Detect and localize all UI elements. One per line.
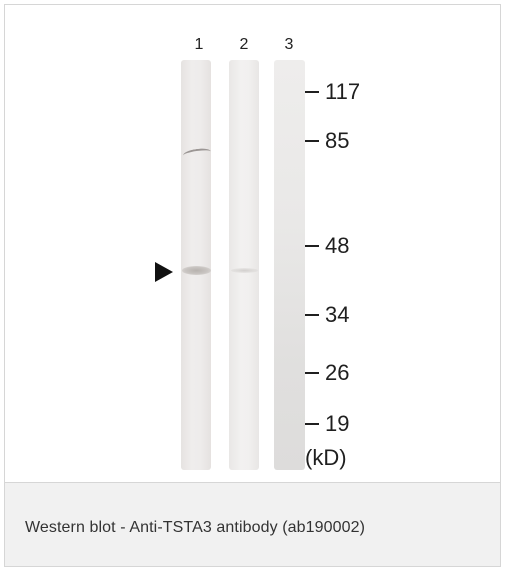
marker-label: 19 bbox=[325, 411, 350, 436]
caption-bar: Western blot - Anti-TSTA3 antibody (ab19… bbox=[5, 483, 500, 566]
marker-label: 34 bbox=[325, 302, 350, 327]
marker-85: 85 bbox=[305, 128, 349, 154]
western-blot-figure: 1 2 3 117 85 48 34 26 19 (kD) bbox=[5, 5, 500, 483]
marker-label: 85 bbox=[325, 128, 350, 153]
marker-label: 117 bbox=[325, 79, 361, 104]
lane-number-3: 3 bbox=[284, 36, 294, 53]
lane-number-1: 1 bbox=[194, 36, 204, 53]
blot-lane-1 bbox=[181, 60, 211, 470]
figure-card: 1 2 3 117 85 48 34 26 19 (kD) Western bl… bbox=[4, 4, 501, 567]
marker-tick bbox=[305, 372, 319, 375]
marker-tick bbox=[305, 423, 319, 426]
blot-lane-3 bbox=[274, 60, 305, 470]
marker-tick bbox=[305, 140, 319, 143]
marker-label: 26 bbox=[325, 360, 350, 385]
figure-caption: Western blot - Anti-TSTA3 antibody (ab19… bbox=[25, 519, 366, 536]
marker-26: 26 bbox=[305, 360, 349, 386]
marker-34: 34 bbox=[305, 302, 349, 328]
marker-tick bbox=[305, 314, 319, 317]
arrow-right-icon bbox=[155, 262, 173, 282]
unit-label: (kD) bbox=[305, 445, 347, 470]
marker-label: 48 bbox=[325, 233, 350, 258]
marker-117: 117 bbox=[305, 79, 360, 105]
band-lane-2-target bbox=[231, 268, 258, 273]
marker-tick bbox=[305, 91, 319, 94]
marker-48: 48 bbox=[305, 233, 349, 259]
band-lane-1-target bbox=[182, 266, 211, 275]
lane-number-2: 2 bbox=[239, 36, 249, 53]
blot-lane-2 bbox=[229, 60, 259, 470]
marker-19: 19 bbox=[305, 411, 349, 437]
marker-tick bbox=[305, 245, 319, 248]
